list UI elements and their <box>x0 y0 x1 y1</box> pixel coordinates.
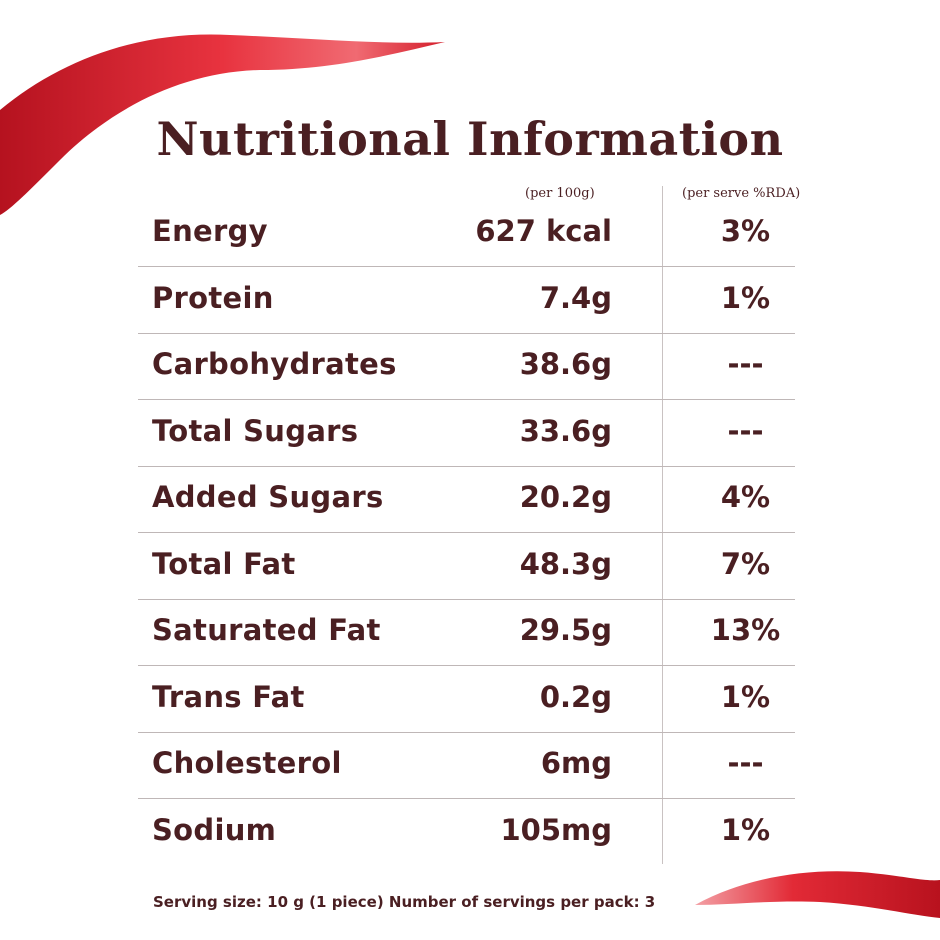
nutrient-label: Added Sugars <box>152 480 384 514</box>
per-100g-value: 6mg <box>540 746 612 780</box>
per-100g-value: 38.6g <box>519 347 612 381</box>
column-divider <box>662 186 663 864</box>
per-100g-value: 33.6g <box>519 413 612 448</box>
table-row: Cholesterol 6mg --- <box>138 732 795 799</box>
rda-value: --- <box>727 347 764 381</box>
nutrient-label: Cholesterol <box>152 746 342 780</box>
table-row: Saturated Fat 29.5g 13% <box>138 599 795 666</box>
nutrient-label: Energy <box>152 214 268 248</box>
nutrient-label: Total Sugars <box>152 413 359 448</box>
per-100g-value: 7.4g <box>539 280 612 315</box>
page-title: Nutritional Information <box>156 112 784 166</box>
top-left-ribbon <box>0 34 445 216</box>
table-row: Sodium 105mg 1% <box>138 799 795 865</box>
rda-value: 1% <box>720 280 771 315</box>
nutrient-label: Trans Fat <box>152 679 305 714</box>
table-row: Carbohydrates 38.6g --- <box>138 333 795 400</box>
rda-value: --- <box>727 746 764 780</box>
table-row: Total Fat 48.3g 7% <box>138 533 795 600</box>
nutrient-label: Protein <box>152 280 274 315</box>
nutrient-label: Total Fat <box>152 546 296 581</box>
rda-value: 1% <box>720 812 771 847</box>
bottom-right-ribbon <box>695 871 940 918</box>
rda-value: 13% <box>710 613 781 647</box>
column-header-rda: (per serve %RDA) <box>682 186 801 201</box>
rda-value: 3% <box>720 214 771 248</box>
rda-value: 1% <box>720 679 771 714</box>
nutrient-label: Saturated Fat <box>152 613 381 647</box>
rda-value: --- <box>727 413 764 448</box>
per-100g-value: 105mg <box>500 812 612 847</box>
column-header-per-100g: (per 100g) <box>525 186 595 201</box>
serving-info: Serving size: 10 g (1 piece) Number of s… <box>153 893 656 911</box>
table-row: Added Sugars 20.2g 4% <box>138 466 795 533</box>
per-100g-value: 48.3g <box>519 546 612 581</box>
per-100g-value: 20.2g <box>519 480 612 514</box>
per-100g-value: 627 kcal <box>475 214 612 248</box>
rda-value: 4% <box>720 480 771 514</box>
table-row: Energy 627 kcal 3% <box>138 200 795 267</box>
per-100g-value: 0.2g <box>539 679 612 714</box>
table-row: Total Sugars 33.6g --- <box>138 400 795 467</box>
table-row: Trans Fat 0.2g 1% <box>138 666 795 733</box>
table-row: Protein 7.4g 1% <box>138 267 795 334</box>
rda-value: 7% <box>720 546 771 581</box>
nutrient-label: Carbohydrates <box>152 347 397 381</box>
nutrient-label: Sodium <box>152 812 277 847</box>
per-100g-value: 29.5g <box>519 613 612 647</box>
